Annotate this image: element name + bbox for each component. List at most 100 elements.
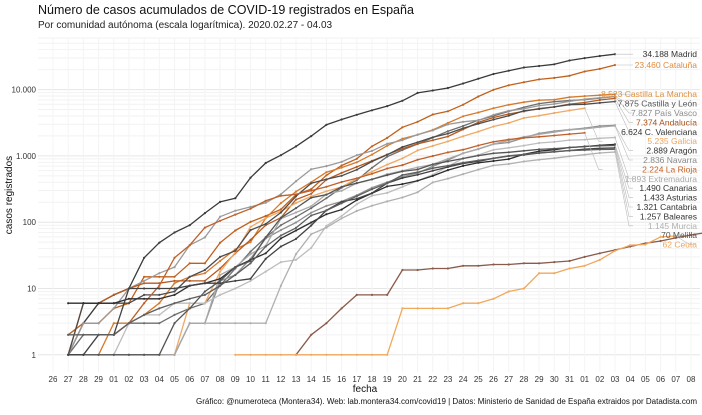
data-point: [249, 220, 252, 223]
data-point: [507, 263, 510, 266]
data-point: [462, 161, 465, 164]
data-point: [370, 149, 374, 152]
data-point: [219, 241, 222, 244]
x-tick-label: 05: [641, 375, 650, 384]
data-point: [112, 333, 115, 336]
data-point: [386, 174, 389, 177]
plot-area: [38, 38, 700, 372]
data-point: [538, 102, 541, 105]
data-point: [416, 179, 419, 182]
data-point: [234, 197, 237, 200]
data-point: [538, 107, 541, 111]
data-point: [416, 141, 419, 144]
series-label: 1.257 Baleares: [640, 211, 697, 221]
data-point: [188, 307, 191, 310]
data-point: [370, 109, 374, 112]
x-tick-label: 12: [276, 375, 285, 384]
data-point: [416, 307, 419, 310]
data-point: [522, 144, 526, 147]
data-point: [355, 195, 358, 198]
data-point: [279, 353, 282, 356]
data-point: [370, 160, 374, 163]
series-line: [235, 235, 676, 356]
data-point: [386, 353, 389, 356]
data-point: [538, 133, 541, 136]
data-point: [416, 133, 419, 136]
data-point: [583, 95, 586, 98]
data-point: [416, 191, 419, 194]
data-point: [219, 282, 222, 285]
data-point: [689, 233, 693, 237]
data-point: [553, 102, 556, 106]
data-point: [143, 256, 146, 259]
data-point: [127, 297, 130, 300]
data-point: [143, 297, 146, 300]
data-point: [203, 236, 206, 239]
data-point: [553, 105, 556, 108]
data-point: [538, 158, 541, 161]
data-point: [112, 302, 115, 305]
data-point: [294, 226, 298, 229]
data-point: [143, 353, 146, 356]
data-point: [310, 211, 313, 214]
data-point: [310, 224, 313, 227]
data-point: [401, 307, 404, 310]
gridlines: [38, 37, 700, 372]
data-point: [492, 157, 495, 160]
data-point: [294, 180, 298, 183]
data-point: [234, 353, 237, 356]
data-point: [279, 154, 282, 157]
data-point: [462, 120, 465, 123]
x-tick-label: 07: [671, 375, 680, 384]
data-point: [568, 259, 571, 263]
data-point: [173, 313, 176, 316]
data-point: [340, 180, 343, 184]
label-leader: [584, 132, 603, 170]
data-point: [279, 224, 282, 227]
data-point: [203, 322, 206, 325]
data-point: [203, 212, 206, 215]
label-leader: [614, 137, 633, 180]
series-label: 7.827 País Vasco: [631, 108, 697, 118]
data-point: [234, 209, 237, 212]
data-point: [583, 149, 586, 152]
y-tick-label: 1.000: [16, 152, 37, 161]
data-point: [507, 69, 510, 72]
data-point: [203, 290, 206, 293]
data-point: [538, 150, 541, 153]
data-point: [370, 192, 374, 195]
x-tick-label: 20: [398, 375, 407, 384]
y-axis-ticks: 1 10 100 1.000 10.000: [12, 86, 37, 360]
data-point: [279, 202, 282, 205]
data-point: [112, 322, 115, 325]
data-point: [249, 259, 252, 263]
series-label: 2.224 La Rioja: [642, 164, 697, 174]
data-point: [492, 164, 495, 167]
data-point: [127, 302, 130, 305]
data-point: [492, 148, 495, 151]
data-point: [294, 195, 298, 198]
data-point: [492, 159, 495, 163]
data-point: [416, 268, 419, 272]
data-point: [294, 237, 298, 240]
data-point: [370, 145, 374, 148]
data-point: [355, 293, 358, 296]
data-point: [507, 112, 510, 116]
data-point: [264, 199, 267, 202]
data-point: [538, 104, 541, 107]
data-point: [568, 267, 571, 270]
data-point: [386, 142, 389, 145]
data-point: [386, 293, 389, 296]
data-point: [583, 57, 586, 60]
data-point: [462, 157, 465, 160]
data-point: [583, 264, 586, 267]
data-point: [492, 297, 495, 300]
data-point: [370, 188, 374, 191]
data-point: [249, 262, 252, 265]
data-point: [431, 89, 434, 92]
data-point: [477, 154, 480, 157]
data-point: [173, 287, 176, 290]
data-point: [97, 333, 100, 336]
data-point: [219, 270, 222, 273]
data-point: [355, 177, 358, 180]
